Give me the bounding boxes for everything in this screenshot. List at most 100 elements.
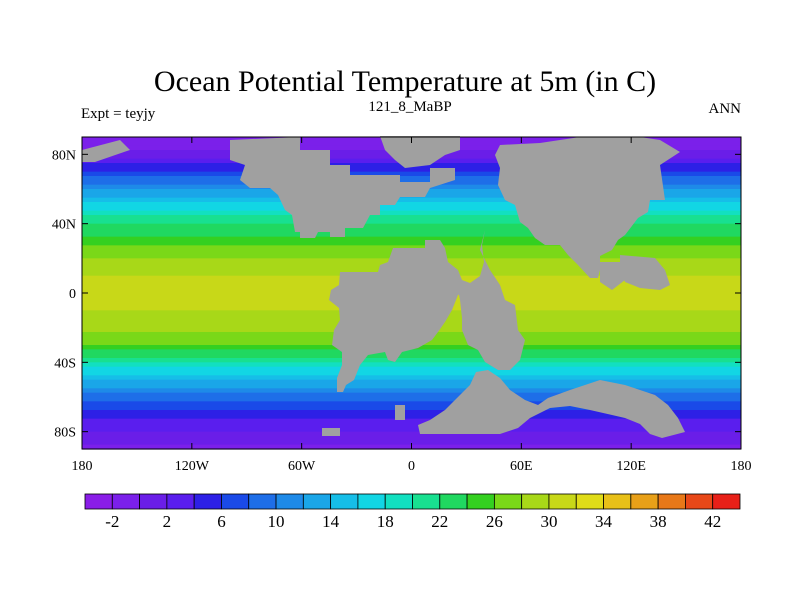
colorbar-swatch bbox=[466, 493, 495, 510]
x-tick-label: 180 bbox=[72, 459, 93, 474]
temperature-band bbox=[82, 405, 741, 411]
colorbar-swatch bbox=[630, 493, 659, 510]
x-axis: 180 120W 60W 0 60E 120E 180 bbox=[72, 137, 752, 474]
colorbar-label: -2 bbox=[105, 512, 119, 531]
y-tick-label: 80S bbox=[54, 426, 76, 441]
land-north-america bbox=[230, 137, 455, 238]
colorbar-swatch bbox=[384, 493, 413, 510]
colorbar-swatch bbox=[302, 493, 332, 510]
colorbar-swatch bbox=[521, 493, 550, 510]
temperature-band bbox=[82, 362, 741, 368]
temperature-band bbox=[82, 219, 741, 225]
temperature-band bbox=[82, 223, 741, 229]
temperature-band bbox=[82, 414, 741, 420]
temperature-band bbox=[82, 358, 741, 363]
temperature-band bbox=[82, 418, 741, 424]
colorbar-swatch bbox=[712, 493, 741, 510]
temperature-band bbox=[82, 236, 741, 242]
colorbar-swatch bbox=[575, 493, 604, 510]
colorbar-swatch bbox=[139, 493, 168, 510]
temperature-band bbox=[82, 401, 741, 407]
land-africa bbox=[458, 230, 525, 370]
y-tick-label: 40S bbox=[54, 356, 76, 371]
y-tick-label: 40N bbox=[52, 218, 76, 233]
chart-title: Ocean Potential Temperature at 5m (in C) bbox=[154, 65, 656, 98]
x-tick-label: 120W bbox=[175, 459, 210, 474]
colorbar-label: 2 bbox=[163, 512, 172, 531]
temperature-band bbox=[82, 197, 741, 203]
temperature-band bbox=[82, 171, 741, 177]
temperature-band bbox=[82, 388, 741, 394]
land-islands-south bbox=[322, 428, 340, 436]
colorbar-swatch bbox=[657, 493, 686, 510]
colorbar-label: 30 bbox=[540, 512, 557, 531]
colorbar-swatch bbox=[493, 493, 523, 510]
temperature-band bbox=[82, 215, 741, 220]
colorbar-swatch bbox=[193, 493, 222, 510]
land-australia bbox=[620, 255, 670, 290]
temperature-band bbox=[82, 241, 741, 246]
temperature-band bbox=[82, 375, 741, 381]
temperature-band bbox=[82, 245, 741, 251]
colorbar-swatch bbox=[603, 493, 632, 510]
temperature-band bbox=[82, 232, 741, 238]
temperature-band bbox=[82, 202, 741, 207]
colorbar: -2 2 6 10 14 18 22 26 30 34 38 42 bbox=[84, 493, 741, 531]
experiment-label: Expt = teyjy bbox=[81, 106, 156, 122]
colorbar-swatch bbox=[412, 493, 441, 510]
x-tick-label: 60W bbox=[288, 459, 316, 474]
temperature-band bbox=[82, 436, 741, 441]
land-arctic-alaska bbox=[82, 140, 130, 162]
colorbar-swatch bbox=[275, 493, 304, 510]
y-axis: 80N 40N 0 40S 80S bbox=[52, 148, 741, 441]
plot-area bbox=[81, 136, 742, 450]
land-south-america bbox=[329, 240, 470, 392]
temperature-band bbox=[82, 410, 741, 415]
temperature-band bbox=[82, 176, 741, 181]
colorbar-swatch bbox=[166, 493, 195, 510]
colorbar-swatch bbox=[221, 493, 250, 510]
temperature-band bbox=[82, 392, 741, 398]
colorbar-swatch bbox=[357, 493, 386, 510]
colorbar-swatch bbox=[248, 493, 277, 510]
temperature-band bbox=[82, 366, 741, 372]
land-islands-east bbox=[395, 405, 405, 420]
temperature-band bbox=[82, 397, 741, 402]
colorbar-label: 10 bbox=[268, 512, 285, 531]
colorbar-swatch bbox=[685, 493, 714, 510]
land-antarctica bbox=[418, 370, 685, 438]
x-tick-label: 120E bbox=[616, 459, 646, 474]
temperature-band bbox=[82, 431, 741, 437]
colorbar-label: 26 bbox=[486, 512, 503, 531]
colorbar-label: 42 bbox=[704, 512, 721, 531]
season-label: ANN bbox=[709, 101, 742, 117]
temperature-band bbox=[82, 440, 741, 446]
x-tick-label: 0 bbox=[408, 459, 415, 474]
period-label: 121_8_MaBP bbox=[368, 99, 451, 115]
temperature-band bbox=[82, 167, 741, 173]
y-tick-label: 0 bbox=[69, 287, 76, 302]
temperature-band bbox=[82, 379, 741, 385]
land-india bbox=[600, 262, 625, 290]
temperature-band bbox=[82, 353, 741, 359]
colorbar-label: 22 bbox=[431, 512, 448, 531]
colorbar-swatch bbox=[84, 493, 113, 510]
colorbar-label: 18 bbox=[377, 512, 394, 531]
colorbar-label: 14 bbox=[322, 512, 340, 531]
temperature-band bbox=[82, 427, 741, 433]
temperature-band bbox=[82, 349, 741, 355]
land-greenland bbox=[380, 136, 460, 168]
colorbar-swatch bbox=[439, 493, 468, 510]
x-tick-label: 60E bbox=[510, 459, 533, 474]
temperature-band bbox=[82, 384, 741, 389]
temperature-band bbox=[82, 371, 741, 376]
land-mask bbox=[82, 136, 685, 438]
colorbar-swatch bbox=[111, 493, 140, 510]
land-eurasia bbox=[495, 137, 680, 278]
y-tick-label: 80N bbox=[52, 148, 76, 163]
colorbar-swatch bbox=[548, 493, 577, 510]
temperature-band bbox=[82, 210, 741, 216]
colorbar-label: 6 bbox=[217, 512, 226, 531]
colorbar-label: 34 bbox=[595, 512, 613, 531]
